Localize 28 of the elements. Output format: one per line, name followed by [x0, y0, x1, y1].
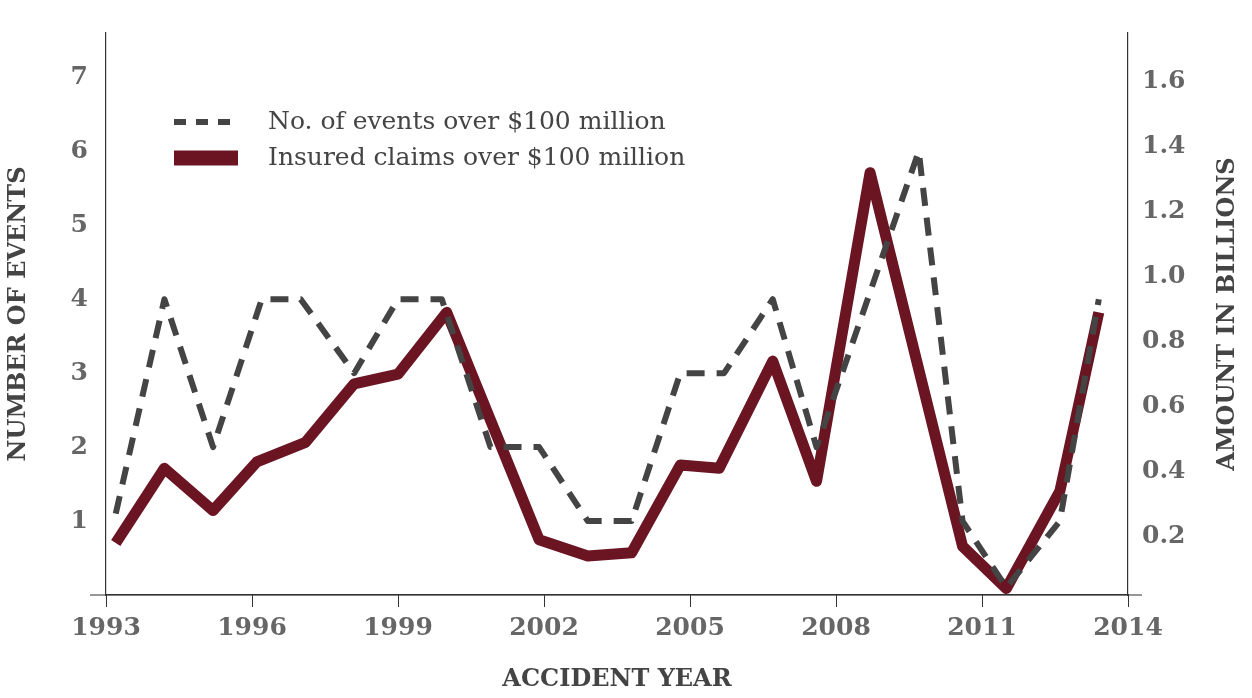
y2-tick-label: 1.0 [1142, 260, 1186, 290]
x-tick-label: 1993 [71, 611, 141, 641]
x-tick-label: 1999 [363, 611, 433, 641]
y-axis-title: NUMBER OF EVENTS [1, 166, 31, 462]
x-tick-label: 2014 [1093, 611, 1163, 641]
y2-tick-label: 1.4 [1142, 130, 1186, 160]
y-tick-label: 7 [70, 60, 88, 90]
legend-label: Insured claims over $100 million [268, 141, 686, 171]
y2-tick-label: 0.8 [1142, 325, 1186, 355]
y2-tick-label: 0.6 [1142, 390, 1186, 420]
x-tick-label: 2005 [655, 611, 725, 641]
y2-axis-title: AMOUNT IN BILLIONS [1211, 157, 1241, 472]
x-tick-label: 2008 [801, 611, 871, 641]
y-tick-label: 1 [70, 504, 88, 534]
y-tick-label: 6 [70, 134, 88, 164]
y-tick-label: 2 [70, 430, 88, 460]
x-tick-label: 1996 [217, 611, 287, 641]
y2-tick-label: 1.2 [1142, 195, 1186, 225]
y2-tick-label: 1.6 [1142, 65, 1186, 95]
x-axis-title: ACCIDENT YEAR [501, 662, 733, 692]
legend-label: No. of events over $100 million [268, 105, 666, 135]
x-tick-label: 2011 [947, 611, 1017, 641]
y2-tick-label: 0.4 [1142, 455, 1186, 485]
y-tick-label: 3 [70, 356, 88, 386]
y2-tick-label: 0.2 [1142, 520, 1186, 550]
y-tick-label: 5 [70, 208, 88, 238]
y-tick-label: 4 [70, 282, 88, 312]
x-tick-label: 2002 [509, 611, 579, 641]
